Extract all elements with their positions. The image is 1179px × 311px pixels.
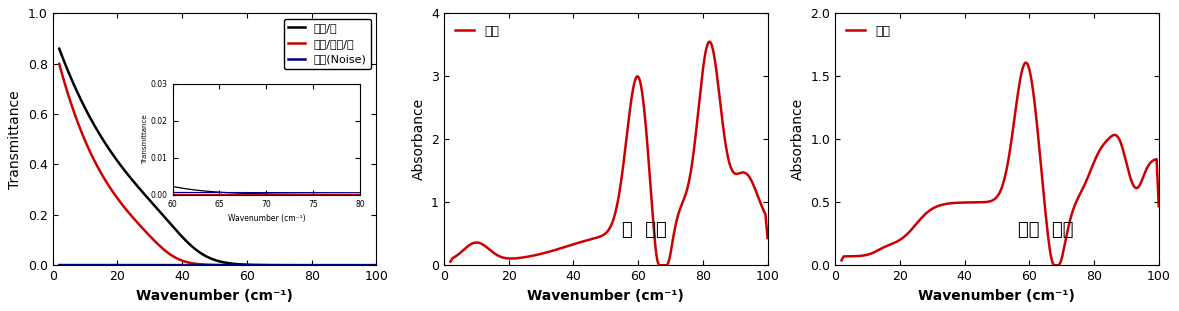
Line: 연단/녹교/면: 연단/녹교/면 [59,64,376,265]
녹교/면 [241,263,255,267]
녹교/면 [203,256,217,260]
X-axis label: Wavenumber (cm⁻¹): Wavenumber (cm⁻¹) [918,289,1075,303]
잡음(Noise) [369,263,383,267]
Line: 녹교/면: 녹교/면 [59,49,376,265]
연단/녹교/면 [362,263,376,267]
Y-axis label: Absorbance: Absorbance [791,98,804,180]
녹교/면 [362,263,376,267]
연단/녹교/면 [241,263,255,267]
Legend: 녹교/면, 연단/녹교/면, 잡음(Noise): 녹교/면, 연단/녹교/면, 잡음(Noise) [284,19,371,69]
잡음(Noise) [205,263,219,267]
잡음(Noise) [241,263,255,267]
녹교/면 [369,263,383,267]
녹교/면 [205,257,219,261]
녹교/면 [312,263,327,267]
연단/녹교/면 [52,62,66,66]
Text: 지류  바탕: 지류 바탕 [1017,221,1073,239]
X-axis label: Wavenumber (cm⁻¹): Wavenumber (cm⁻¹) [136,289,294,303]
Legend: 연단: 연단 [842,20,895,43]
잡음(Noise) [362,263,376,267]
연단/녹교/면 [224,263,238,267]
연단/녹교/면 [205,263,219,267]
연단/녹교/면 [312,263,327,267]
Text: 면  바탕: 면 바탕 [623,221,667,239]
잡음(Noise) [224,263,238,267]
녹교/면 [224,262,238,265]
녹교/면 [52,47,66,51]
Legend: 연단: 연단 [450,20,503,43]
Y-axis label: Absorbance: Absorbance [411,98,426,180]
연단/녹교/면 [203,263,217,267]
Y-axis label: Transmittance: Transmittance [8,90,22,188]
잡음(Noise) [312,263,327,267]
잡음(Noise) [52,263,66,267]
연단/녹교/면 [369,263,383,267]
X-axis label: Wavenumber (cm⁻¹): Wavenumber (cm⁻¹) [527,289,684,303]
잡음(Noise) [203,263,217,267]
